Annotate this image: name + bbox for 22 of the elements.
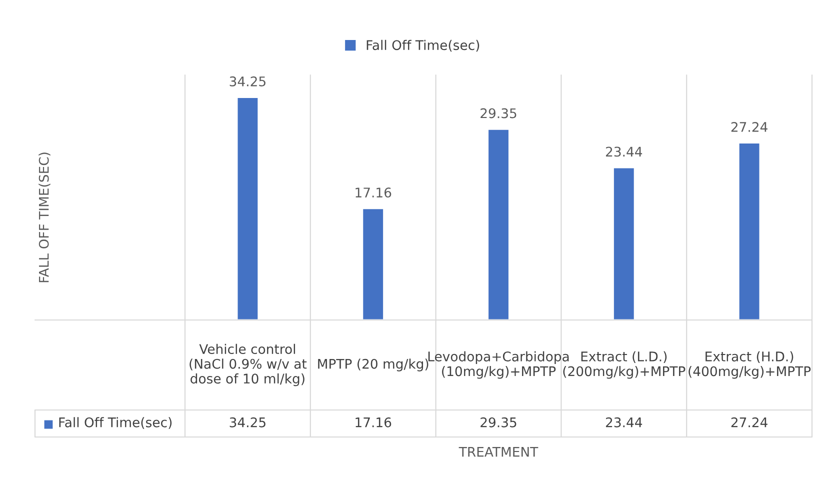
text: 17.16: [356, 417, 392, 428]
text: 34.25: [230, 417, 266, 428]
data-label: 29.35: [480, 108, 516, 118]
data-label: 17.16: [356, 188, 392, 198]
text: Fall Off Time(sec): [59, 417, 172, 429]
bar: [738, 142, 761, 320]
bar: [487, 128, 510, 320]
bar: [612, 166, 636, 320]
data-label: 27.24: [731, 122, 768, 132]
data-label: 23.44: [606, 146, 642, 157]
text: 27.24: [731, 417, 768, 428]
x-axis-title: TREATMENT: [458, 447, 538, 457]
bar: [362, 208, 384, 320]
text: FALL OFF TIME(SEC): [38, 152, 50, 282]
x-tick-label: Vehicle control (NaCl 0.9% w/v at dose of 10 ml/kg): [190, 344, 307, 386]
legend-label: Fall Off Time(sec): [366, 40, 480, 52]
x-tick-label: MPTP (20 mg/kg): [318, 358, 428, 372]
data-label: 34.25: [230, 76, 266, 86]
text: 23.44: [606, 417, 642, 428]
bar: [236, 96, 260, 320]
x-tick-label: Extract (H.D.) (400mg/kg)+MPTP: [688, 351, 811, 379]
text: 29.35: [480, 417, 516, 428]
